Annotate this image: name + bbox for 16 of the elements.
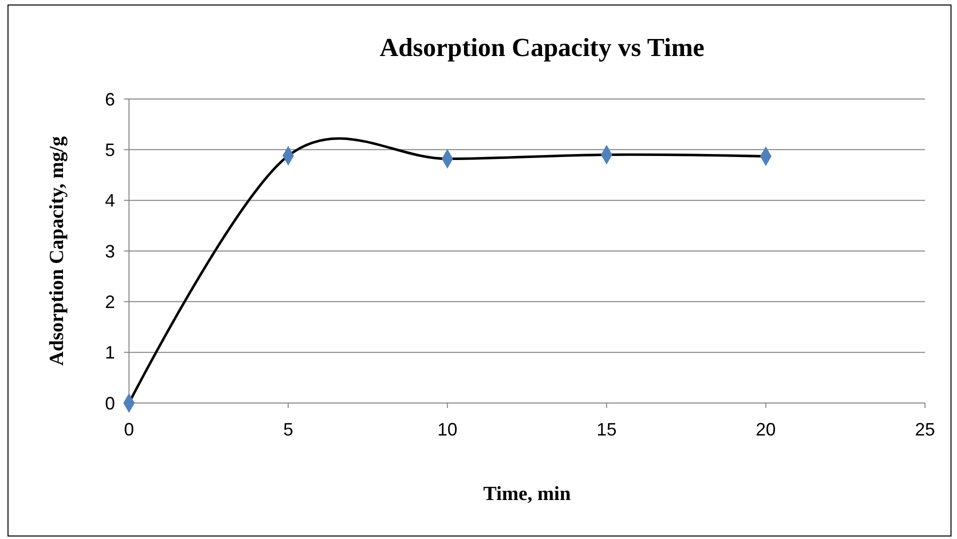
y-tick-label: 2 [104,292,115,312]
x-axis-title: Time, min [483,483,571,505]
y-tick-label: 4 [104,190,115,211]
x-tick-label: 25 [914,419,936,440]
y-tick-label: 1 [104,342,115,363]
y-axis-title: Adsorption Capacity, mg/g [46,136,68,366]
chart-title: Adsorption Capacity vs Time [380,33,704,62]
x-tick-label: 0 [124,419,134,440]
x-tick-label: 15 [596,419,617,440]
y-tick-label: 0 [104,393,115,414]
y-tick-label: 5 [104,140,115,160]
x-tick-label: 5 [283,419,294,440]
y-tick-label: 3 [104,241,115,262]
x-tick-label: 10 [437,419,458,440]
x-tick-label: 20 [756,419,776,440]
y-tick-label: 6 [104,89,115,110]
